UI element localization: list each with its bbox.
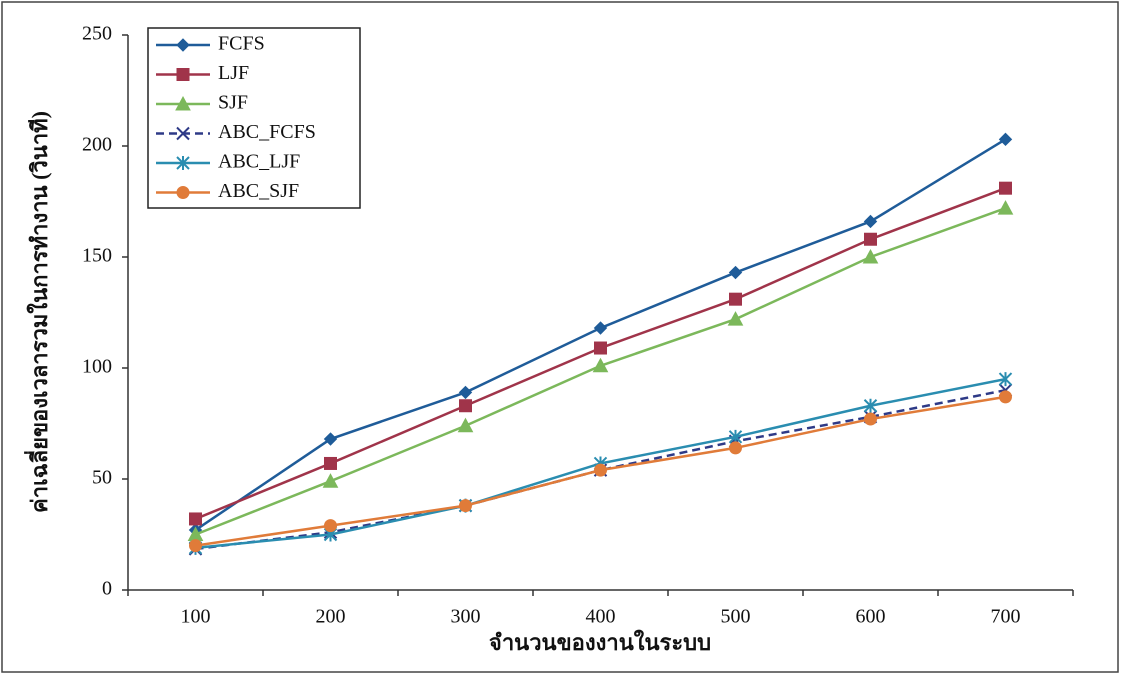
y-tick-label: 150 — [82, 245, 112, 267]
y-tick-label: 0 — [102, 578, 112, 600]
marker — [176, 126, 190, 141]
marker — [729, 441, 742, 455]
legend-box — [147, 27, 361, 209]
marker — [176, 68, 190, 81]
marker — [594, 341, 607, 355]
marker — [863, 398, 878, 413]
x-tick-label: 300 — [451, 606, 481, 628]
marker — [998, 132, 1013, 147]
legend-label: ABC_SJF — [218, 180, 299, 202]
marker — [324, 519, 337, 533]
marker — [459, 499, 472, 513]
x-tick-label: 600 — [856, 606, 886, 628]
marker — [176, 156, 190, 170]
marker — [997, 200, 1014, 215]
marker — [999, 390, 1012, 404]
marker — [999, 181, 1012, 195]
marker — [998, 372, 1013, 387]
y-tick-label: 200 — [82, 134, 112, 156]
marker — [458, 385, 473, 400]
legend-label: LJF — [218, 62, 249, 84]
marker — [176, 186, 190, 199]
x-tick-label: 200 — [316, 606, 346, 628]
legend-label: FCFS — [218, 33, 265, 55]
x-tick-label: 500 — [721, 606, 751, 628]
legend-label: ABC_FCFS — [218, 121, 316, 143]
marker — [322, 473, 339, 488]
y-axis-title: ค่าเฉลี่ยของเวลารวมในการทำงาน (วินาที) — [23, 111, 52, 513]
marker — [459, 399, 472, 413]
y-tick-label: 100 — [82, 356, 112, 378]
marker — [864, 412, 877, 426]
marker — [176, 38, 190, 52]
marker — [864, 232, 877, 246]
x-tick-label: 400 — [586, 606, 616, 628]
marker — [593, 321, 608, 335]
y-tick-label: 50 — [92, 467, 112, 489]
marker — [728, 265, 743, 280]
marker — [189, 539, 202, 553]
marker — [457, 417, 474, 433]
marker — [324, 456, 337, 470]
x-tick-label: 100 — [181, 606, 211, 628]
marker — [729, 292, 742, 306]
x-axis-title: จำนวนของงานในระบบ — [489, 629, 711, 655]
x-tick-label: 700 — [991, 606, 1021, 628]
marker — [323, 432, 338, 446]
marker — [175, 95, 191, 111]
legend-label: ABC_LJF — [218, 151, 300, 173]
marker — [189, 512, 202, 526]
marker — [727, 311, 744, 326]
legend-label: SJF — [218, 92, 248, 114]
marker — [863, 214, 878, 229]
y-tick-label: 250 — [82, 23, 112, 45]
marker — [862, 248, 879, 264]
marker — [594, 463, 607, 477]
marker — [592, 357, 609, 373]
